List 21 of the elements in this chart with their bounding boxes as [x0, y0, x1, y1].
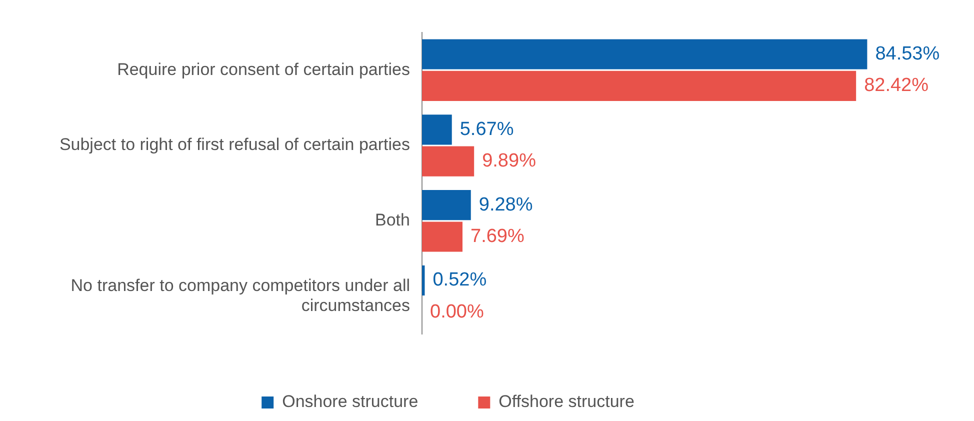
data-label: 0.00% — [430, 301, 484, 322]
y-tick-label: Subject to right of first refusal of certain parties — [59, 135, 410, 154]
bar — [422, 39, 868, 70]
y-tick-label: No transfer to company competitors under all circumstances — [70, 276, 410, 316]
bar — [422, 114, 452, 145]
bar — [422, 70, 856, 101]
bar — [422, 190, 471, 220]
data-label: 9.28% — [478, 194, 533, 216]
data-label: 7.69% — [470, 226, 524, 247]
y-tick-label: Both — [375, 210, 410, 230]
y-tick-label: Require prior consent of certain parties — [117, 60, 410, 79]
data-label: 5.67% — [460, 118, 514, 140]
data-label: 82.42% — [864, 75, 929, 96]
legend-label: Offshore structure — [498, 392, 634, 412]
data-label: 0.52% — [432, 270, 487, 291]
bar — [422, 265, 425, 296]
data-label: 84.53% — [875, 44, 940, 64]
bar — [422, 146, 474, 176]
legend-label: Onshore structure — [282, 392, 418, 412]
data-label: 9.89% — [482, 150, 536, 172]
bar — [422, 222, 462, 252]
